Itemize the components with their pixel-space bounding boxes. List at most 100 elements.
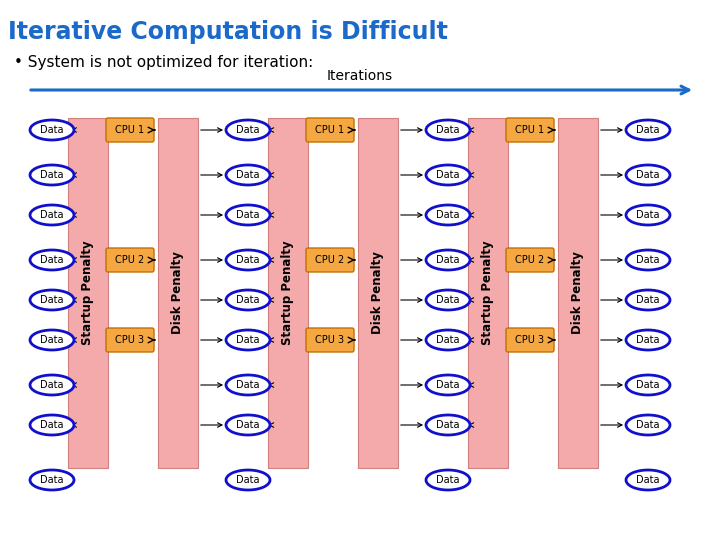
Ellipse shape: [30, 290, 74, 310]
Ellipse shape: [226, 165, 270, 185]
Text: Data: Data: [236, 380, 260, 390]
Ellipse shape: [426, 375, 470, 395]
Ellipse shape: [426, 290, 470, 310]
FancyBboxPatch shape: [506, 328, 554, 352]
Text: Data: Data: [40, 210, 64, 220]
Ellipse shape: [426, 165, 470, 185]
Text: Disk Penalty: Disk Penalty: [572, 252, 585, 334]
Ellipse shape: [30, 415, 74, 435]
Text: Data: Data: [636, 255, 660, 265]
Text: Data: Data: [436, 255, 460, 265]
Ellipse shape: [30, 330, 74, 350]
Text: CPU 2: CPU 2: [115, 255, 145, 265]
Text: CPU 1: CPU 1: [315, 125, 345, 135]
Ellipse shape: [626, 165, 670, 185]
FancyBboxPatch shape: [106, 248, 154, 272]
Bar: [358, 118, 398, 468]
Ellipse shape: [626, 375, 670, 395]
Ellipse shape: [426, 330, 470, 350]
Text: Data: Data: [436, 335, 460, 345]
Text: Data: Data: [40, 170, 64, 180]
Text: Iterative Computation is Difficult: Iterative Computation is Difficult: [8, 20, 448, 44]
Text: Data: Data: [636, 210, 660, 220]
Ellipse shape: [226, 470, 270, 490]
Text: Data: Data: [636, 475, 660, 485]
Ellipse shape: [226, 120, 270, 140]
Text: Startup Penalty: Startup Penalty: [282, 241, 294, 345]
Text: Data: Data: [40, 125, 64, 135]
Text: Startup Penalty: Startup Penalty: [81, 241, 94, 345]
Bar: [558, 118, 598, 468]
FancyBboxPatch shape: [306, 248, 354, 272]
Text: Data: Data: [436, 210, 460, 220]
Text: Data: Data: [236, 335, 260, 345]
Text: Data: Data: [236, 125, 260, 135]
Ellipse shape: [226, 375, 270, 395]
Text: Data: Data: [436, 380, 460, 390]
Text: CPU 3: CPU 3: [516, 335, 544, 345]
Text: CPU 2: CPU 2: [516, 255, 544, 265]
Text: Data: Data: [436, 170, 460, 180]
Ellipse shape: [426, 250, 470, 270]
Ellipse shape: [626, 290, 670, 310]
Ellipse shape: [626, 205, 670, 225]
FancyBboxPatch shape: [106, 118, 154, 142]
Ellipse shape: [30, 250, 74, 270]
FancyBboxPatch shape: [306, 328, 354, 352]
Text: Data: Data: [436, 125, 460, 135]
Ellipse shape: [626, 250, 670, 270]
Text: Data: Data: [636, 125, 660, 135]
Text: Data: Data: [40, 475, 64, 485]
Ellipse shape: [426, 205, 470, 225]
Text: Data: Data: [636, 295, 660, 305]
Ellipse shape: [426, 415, 470, 435]
Ellipse shape: [226, 205, 270, 225]
Bar: [268, 118, 308, 468]
Text: Data: Data: [236, 295, 260, 305]
Text: Data: Data: [436, 420, 460, 430]
Text: Data: Data: [40, 420, 64, 430]
FancyBboxPatch shape: [506, 248, 554, 272]
Ellipse shape: [626, 470, 670, 490]
Ellipse shape: [30, 470, 74, 490]
Ellipse shape: [226, 250, 270, 270]
Text: CPU 1: CPU 1: [516, 125, 544, 135]
Text: Data: Data: [40, 380, 64, 390]
Bar: [158, 118, 198, 468]
Text: Data: Data: [40, 295, 64, 305]
Text: Data: Data: [236, 475, 260, 485]
Text: • System is not optimized for iteration:: • System is not optimized for iteration:: [14, 56, 313, 71]
Ellipse shape: [426, 470, 470, 490]
Text: Data: Data: [236, 420, 260, 430]
Text: Data: Data: [236, 210, 260, 220]
Text: Data: Data: [436, 295, 460, 305]
Text: Disk Penalty: Disk Penalty: [171, 252, 184, 334]
Ellipse shape: [226, 330, 270, 350]
FancyBboxPatch shape: [106, 328, 154, 352]
Bar: [468, 118, 508, 468]
Ellipse shape: [626, 415, 670, 435]
Text: Data: Data: [636, 380, 660, 390]
FancyBboxPatch shape: [306, 118, 354, 142]
Ellipse shape: [30, 375, 74, 395]
Text: Data: Data: [236, 170, 260, 180]
Text: Data: Data: [636, 170, 660, 180]
Text: Disk Penalty: Disk Penalty: [372, 252, 384, 334]
Ellipse shape: [226, 415, 270, 435]
Ellipse shape: [426, 120, 470, 140]
Text: Data: Data: [40, 255, 64, 265]
Text: Iterations: Iterations: [327, 69, 393, 83]
Ellipse shape: [226, 290, 270, 310]
Text: Data: Data: [236, 255, 260, 265]
Ellipse shape: [30, 205, 74, 225]
Ellipse shape: [626, 120, 670, 140]
Bar: [68, 118, 108, 468]
Text: CPU 3: CPU 3: [115, 335, 145, 345]
FancyBboxPatch shape: [506, 118, 554, 142]
Ellipse shape: [30, 120, 74, 140]
Text: CPU 2: CPU 2: [315, 255, 345, 265]
Text: CPU 3: CPU 3: [315, 335, 345, 345]
Text: Startup Penalty: Startup Penalty: [482, 241, 495, 345]
Text: Data: Data: [436, 475, 460, 485]
Text: CPU 1: CPU 1: [115, 125, 145, 135]
